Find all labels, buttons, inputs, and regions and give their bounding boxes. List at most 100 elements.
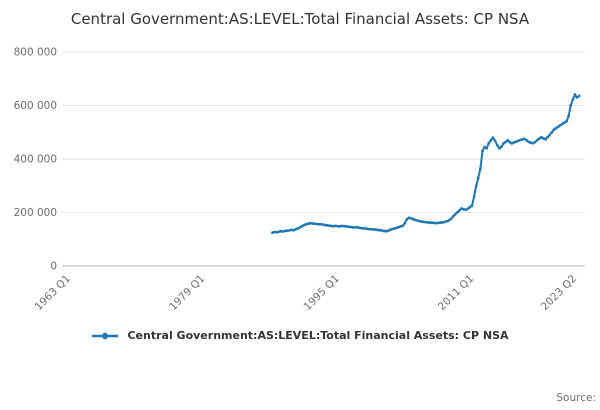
series-point[interactable] [382,229,386,232]
series-point[interactable] [340,224,344,227]
series-point[interactable] [565,119,568,123]
series-point[interactable] [542,136,545,140]
line-chart[interactable]: 0 200 000 400 000 600 000 800 000 1963 Q1 1979… [0,32,600,324]
series-point[interactable] [481,149,484,152]
series-point[interactable] [369,227,373,231]
series-point[interactable] [298,225,302,229]
series-point[interactable] [374,227,377,231]
series-point[interactable] [390,227,394,231]
series-point[interactable] [525,138,528,142]
series-point[interactable] [319,222,323,226]
series-point[interactable] [378,228,381,232]
series-point[interactable] [304,222,308,226]
series-point[interactable] [346,224,350,228]
series-point[interactable] [476,175,480,179]
series-point[interactable] [323,223,327,227]
series-point[interactable] [376,228,379,231]
series-point[interactable] [487,141,491,144]
series-point[interactable] [569,103,573,107]
series-point[interactable] [458,208,461,212]
series-point[interactable] [577,94,581,97]
series-point[interactable] [558,123,562,127]
series-point[interactable] [317,222,321,226]
series-point[interactable] [296,226,300,230]
series-point[interactable] [508,140,512,143]
series-point[interactable] [535,138,539,142]
series-point[interactable] [514,139,518,143]
series-point[interactable] [285,228,289,232]
series-point[interactable] [409,216,413,220]
series-point[interactable] [392,226,396,230]
series-point[interactable] [437,221,440,224]
series-point[interactable] [321,222,325,226]
series-point[interactable] [405,217,409,221]
series-point[interactable] [533,140,537,143]
series-point[interactable] [441,220,444,224]
series-point[interactable] [420,219,423,223]
series-point[interactable] [548,133,552,136]
series-point[interactable] [537,136,541,140]
series-point[interactable] [560,122,564,125]
series-point[interactable] [529,140,533,144]
series-point[interactable] [279,229,283,233]
series-point[interactable] [483,145,486,148]
series-point[interactable] [512,140,516,144]
series-point[interactable] [315,222,318,225]
series-point[interactable] [453,212,457,216]
series-point[interactable] [518,138,522,141]
series-point[interactable] [407,215,411,219]
series-point[interactable] [332,224,335,228]
series-point[interactable] [384,229,388,233]
series-point[interactable] [363,226,367,230]
series-point[interactable] [573,92,577,96]
series-point[interactable] [365,226,369,230]
series-point[interactable] [439,220,442,224]
series-point[interactable] [563,120,566,124]
series-point[interactable] [367,227,371,231]
series-point[interactable] [516,138,520,142]
series-point[interactable] [399,224,402,228]
series-point[interactable] [294,227,297,231]
series-point[interactable] [500,144,503,148]
series-point[interactable] [338,224,342,228]
series-line[interactable] [271,93,581,234]
series-point[interactable] [571,97,575,101]
series-point[interactable] [344,224,348,228]
series-point[interactable] [290,228,293,231]
legend[interactable]: Central Government:AS:LEVEL:Total Financ… [0,326,600,346]
series-point[interactable] [342,224,346,228]
series-point[interactable] [300,224,304,228]
series-point[interactable] [527,140,531,143]
series-point[interactable] [521,137,524,141]
series-point[interactable] [395,226,398,229]
series-point[interactable] [464,207,468,211]
series-point[interactable] [485,146,489,150]
series-point[interactable] [413,218,417,221]
series-point[interactable] [455,210,459,214]
series-point[interactable] [546,135,549,138]
series-point[interactable] [466,206,470,210]
series-point[interactable] [445,219,449,223]
series-point[interactable] [470,203,474,207]
series-point[interactable] [575,95,579,99]
series-point[interactable] [556,125,560,128]
series-point[interactable] [308,221,312,225]
series-point[interactable] [411,217,415,221]
series-point[interactable] [554,126,558,130]
series-point[interactable] [422,220,426,223]
series-point[interactable] [287,228,291,232]
series-point[interactable] [275,230,279,234]
series-point[interactable] [311,221,314,225]
series-point[interactable] [523,137,526,140]
series-point[interactable] [460,206,463,210]
series-point[interactable] [462,207,465,211]
series-point[interactable] [479,166,482,170]
series-point[interactable] [502,141,505,145]
series-point[interactable] [432,221,436,224]
series-point[interactable] [353,225,356,229]
series-point[interactable] [474,183,478,187]
series-point[interactable] [313,221,316,225]
series-point[interactable] [292,228,295,232]
series-point[interactable] [504,140,507,143]
series-point[interactable] [277,229,281,233]
